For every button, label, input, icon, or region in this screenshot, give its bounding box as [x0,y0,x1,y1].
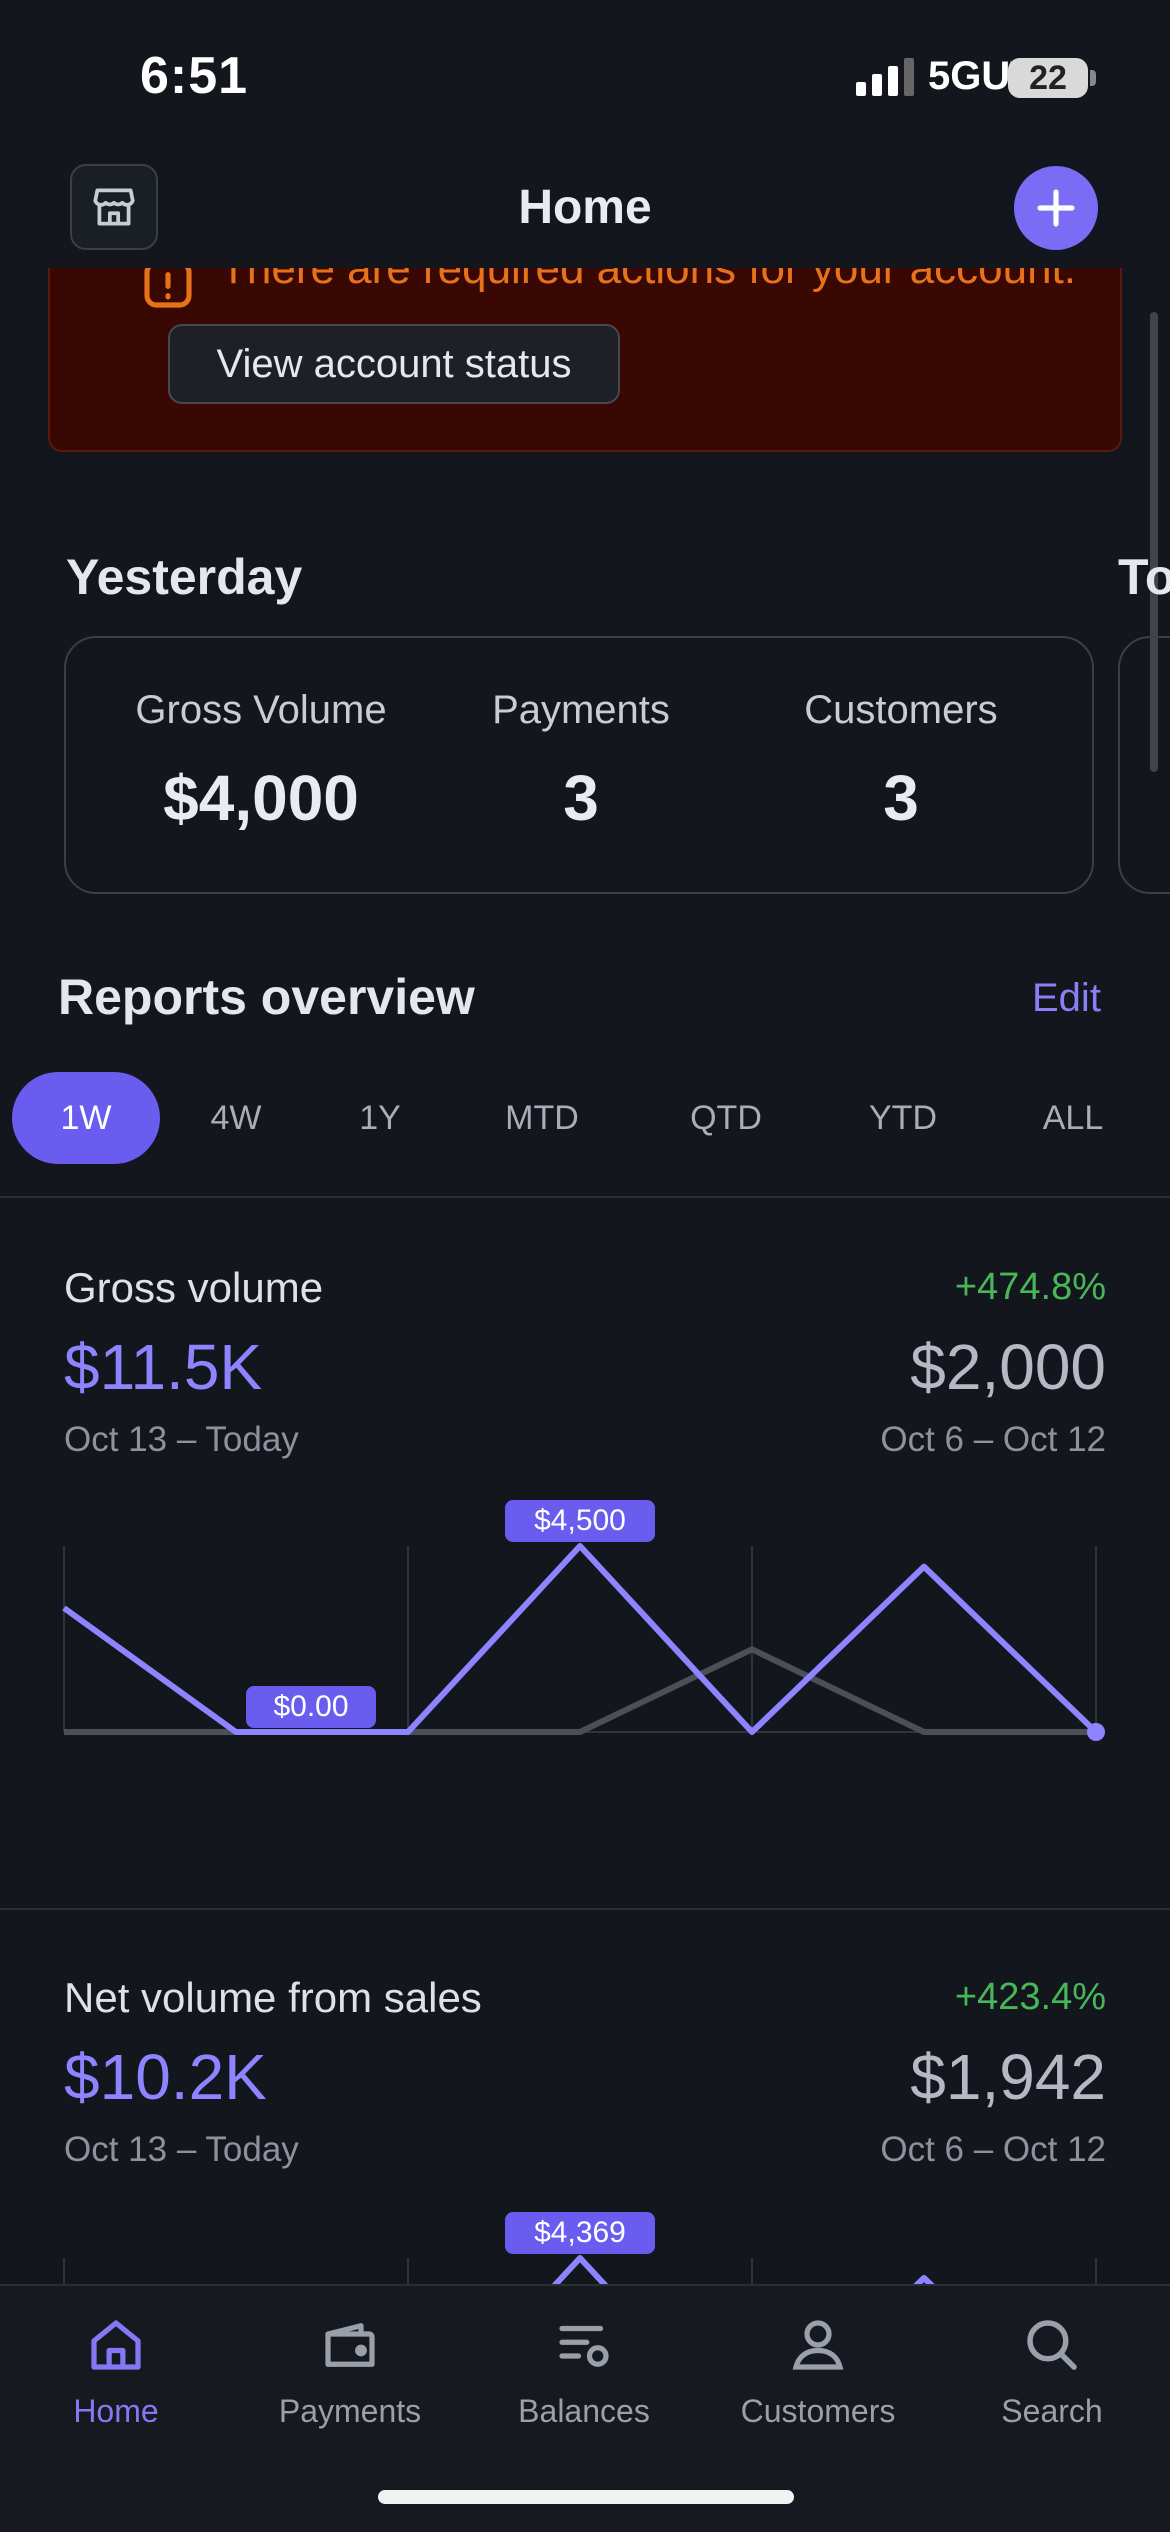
chart-max-label: $4,369 [505,2212,655,2254]
add-button[interactable] [1014,166,1098,250]
chart-max-label: $4,500 [505,1500,655,1542]
report-current-value: $11.5K [64,1331,263,1403]
alert-message: There are required actions for your acco… [220,268,1077,293]
gross-volume-chart-svg [62,1543,1105,1741]
range-all[interactable]: ALL [1042,1098,1104,1137]
report-previous-value: $2,000 [910,1331,1106,1403]
nav-search[interactable]: Search [942,2312,1162,2430]
current-period-line [551,2255,935,2284]
chart-end-point [1087,1723,1105,1741]
net-volume-card[interactable]: Net volume from sales +423.4% $10.2K $1,… [0,1908,1170,2284]
today-stats-card[interactable] [1118,636,1170,894]
stat-gross-volume: Gross Volume $4,000 [96,688,426,835]
stat-label: Customers [804,688,998,732]
nav-payments[interactable]: Payments [240,2312,460,2430]
nav-label: Search [1001,2393,1103,2429]
battery-tip [1090,70,1096,86]
report-previous-range: Oct 6 – Oct 12 [880,1420,1106,1459]
store-button[interactable] [70,164,158,250]
person-icon [792,2320,844,2370]
report-change: +474.8% [954,1266,1106,1308]
stat-value: 3 [883,762,919,834]
report-current-range: Oct 13 – Today [64,2130,299,2169]
stat-payments: Payments 3 [416,688,746,835]
battery-level: 22 [1029,58,1067,97]
nav-home[interactable]: Home [6,2312,226,2430]
store-icon [93,188,135,226]
divider [0,1908,1170,1910]
stat-label: Gross Volume [135,688,387,732]
stat-label: Payments [492,688,670,732]
nav-label: Customers [740,2393,896,2429]
report-change: +423.4% [954,1976,1106,2018]
report-previous-range: Oct 6 – Oct 12 [880,2130,1106,2169]
report-current-value: $10.2K [64,2041,267,2113]
gross-volume-chart[interactable]: $4,500 $0.00 [0,1500,1170,1846]
edit-reports-link[interactable]: Edit [1032,976,1101,1020]
nav-label: Home [73,2393,159,2429]
stat-customers: Customers 3 [736,688,1066,835]
current-period-line [62,1543,1099,1735]
range-1y[interactable]: 1Y [359,1098,401,1137]
gross-volume-card[interactable]: Gross volume +474.8% $11.5K $2,000 Oct 1… [0,1196,1170,1908]
account-alert: There are required actions for your acco… [48,268,1122,452]
home-icon [91,2320,141,2370]
yesterday-title: Yesterday [66,549,303,605]
divider [0,1196,1170,1198]
plus-icon [1037,189,1075,227]
warning-icon [144,268,192,308]
range-mtd[interactable]: MTD [505,1098,579,1137]
battery-icon: 22 [1008,58,1088,98]
net-volume-chart[interactable]: $4,369 [0,2212,1170,2284]
nav-label: Payments [278,2393,422,2429]
balances-icon [559,2325,609,2367]
view-account-status-button[interactable]: View account status [168,324,620,404]
range-4w[interactable]: 4W [210,1098,262,1137]
scrollbar[interactable] [1150,312,1158,772]
report-previous-value: $1,942 [910,2041,1106,2113]
wallet-icon [325,2323,375,2367]
signal-icon [856,56,914,96]
nav-label: Balances [518,2393,650,2429]
nav-balances[interactable]: Balances [474,2312,694,2430]
reports-title: Reports overview [58,969,475,1025]
status-time: 6:51 [140,47,249,105]
report-title: Gross volume [64,1264,324,1311]
nav-customers[interactable]: Customers [708,2312,928,2430]
range-ytd[interactable]: YTD [869,1098,937,1137]
search-icon [1027,2320,1077,2370]
chart-min-label: $0.00 [246,1686,376,1728]
range-1w[interactable]: 1W [12,1072,160,1164]
range-selector: 1W 4W 1Y MTD QTD YTD ALL [0,1072,1170,1164]
net-volume-chart-svg [63,2255,1097,2284]
range-qtd[interactable]: QTD [690,1098,762,1137]
home-indicator [378,2490,794,2504]
report-current-range: Oct 13 – Today [64,1420,299,1459]
today-title: To [1118,549,1170,605]
page-title: Home [518,181,652,234]
report-title: Net volume from sales [64,1974,482,2021]
stat-value: 3 [563,762,599,834]
yesterday-stats-card[interactable]: Gross Volume $4,000 Payments 3 Customers… [64,636,1094,894]
stat-value: $4,000 [163,762,359,834]
